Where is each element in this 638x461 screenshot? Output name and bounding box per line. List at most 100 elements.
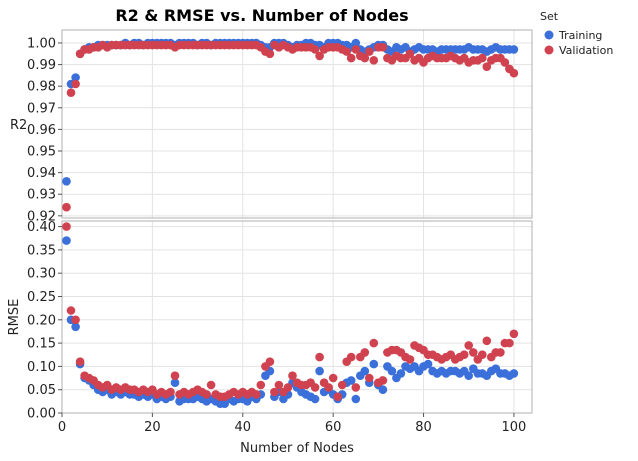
y-tick-label: 0.95	[27, 145, 56, 160]
validation-point	[378, 43, 388, 52]
validation-point	[337, 380, 347, 390]
validation-point	[66, 88, 76, 97]
rmse-panel: 0.00 0.05 0.10 0.15 0.20 0.25 0.30 0.35 0.40 RMS…	[7, 220, 533, 422]
validation-point	[288, 371, 297, 381]
validation-point	[71, 315, 80, 325]
y-tick-label: 0.10	[27, 360, 56, 375]
validation-point	[315, 51, 324, 61]
legend-marker-training	[544, 30, 554, 40]
legend: Set Training Validation	[540, 10, 613, 57]
r2-axis-label: R2	[10, 118, 27, 133]
r2-gridlines	[61, 30, 532, 218]
validation-point	[342, 47, 352, 56]
y-tick-label: 0.98	[27, 80, 56, 95]
validation-point	[62, 202, 71, 212]
y-tick-label: 1.00	[27, 36, 56, 51]
validation-point	[66, 306, 76, 315]
validation-point	[170, 371, 180, 381]
validation-point	[496, 348, 505, 357]
validation-point	[405, 355, 415, 364]
training-point	[351, 38, 361, 48]
r2-plot-frame	[61, 29, 533, 219]
y-tick-label: 0.00	[27, 407, 56, 422]
x-tick-label: 0	[58, 420, 66, 435]
y-tick-label: 0.94	[27, 166, 56, 181]
y-tick-label: 0.25	[27, 290, 56, 305]
validation-point	[75, 357, 85, 367]
training-point	[310, 394, 320, 404]
training-point	[387, 366, 397, 376]
y-tick-label: 0.93	[27, 188, 56, 203]
validation-point	[315, 352, 324, 362]
validation-point	[482, 336, 492, 346]
validation-point	[333, 392, 343, 402]
validation-point	[459, 350, 469, 360]
training-point	[509, 45, 519, 54]
training-point	[360, 366, 370, 376]
training-point	[170, 378, 180, 388]
y-tick-label: 0.05	[27, 383, 56, 398]
validation-point	[469, 348, 478, 357]
rmse-axis-label: RMSE	[7, 299, 22, 336]
validation-point	[369, 56, 379, 65]
validation-point	[328, 373, 338, 383]
y-tick-label: 0.92	[27, 209, 56, 224]
x-tick-label: 60	[325, 420, 342, 435]
validation-point	[274, 380, 284, 390]
training-point	[62, 177, 71, 186]
validation-point	[505, 338, 514, 348]
training-point	[62, 236, 71, 245]
validation-point	[365, 47, 374, 56]
legend-label-validation: Validation	[559, 44, 613, 57]
y-tick-label: 0.40	[27, 220, 56, 235]
validation-point	[360, 53, 370, 63]
r2-y-axis: 0.92 0.93 0.94 0.95 0.96 0.97 0.98 0.99 1.00	[27, 36, 62, 224]
validation-point	[310, 45, 320, 54]
x-axis-label: Number of Nodes	[240, 441, 354, 456]
rmse-y-axis: 0.00 0.05 0.10 0.15 0.20 0.25 0.30 0.35 0.40	[27, 220, 62, 422]
validation-point	[62, 222, 71, 231]
x-tick-label: 80	[415, 420, 432, 435]
training-point	[396, 369, 406, 378]
y-tick-label: 0.15	[27, 337, 56, 352]
r2-panel: 0.92 0.93 0.94 0.95 0.96 0.97 0.98 0.99 1.00 R2	[10, 29, 533, 224]
y-tick-label: 0.97	[27, 101, 56, 116]
training-point	[464, 371, 474, 381]
validation-point	[310, 383, 320, 392]
validation-point	[365, 373, 374, 383]
validation-point	[509, 329, 519, 339]
validation-point	[378, 376, 388, 385]
training-point	[351, 394, 361, 404]
legend-label-training: Training	[558, 29, 602, 42]
training-point	[71, 73, 80, 82]
y-tick-label: 0.96	[27, 123, 56, 138]
validation-point	[206, 380, 216, 390]
training-point	[369, 359, 379, 369]
validation-point	[478, 53, 487, 63]
validation-point	[369, 338, 379, 348]
y-tick-label: 0.20	[27, 313, 56, 328]
validation-point	[482, 62, 492, 71]
r2-points	[62, 38, 519, 212]
y-tick-label: 0.30	[27, 267, 56, 282]
x-tick-label: 40	[234, 420, 251, 435]
validation-point	[265, 357, 275, 367]
validation-point	[351, 45, 361, 54]
validation-point	[283, 383, 293, 392]
training-point	[71, 322, 80, 332]
training-point	[378, 385, 388, 395]
validation-point	[478, 350, 487, 360]
validation-point	[251, 390, 261, 399]
legend-title: Set	[540, 10, 559, 23]
validation-point	[405, 49, 415, 59]
validation-point	[464, 341, 474, 350]
rmse-plot-frame	[61, 220, 533, 414]
validation-point	[256, 380, 266, 390]
validation-point	[360, 348, 370, 357]
training-point	[509, 369, 519, 378]
validation-point	[509, 68, 519, 78]
validation-point	[500, 58, 510, 67]
validation-point	[202, 390, 211, 399]
validation-point	[265, 49, 275, 59]
training-point	[346, 376, 356, 385]
